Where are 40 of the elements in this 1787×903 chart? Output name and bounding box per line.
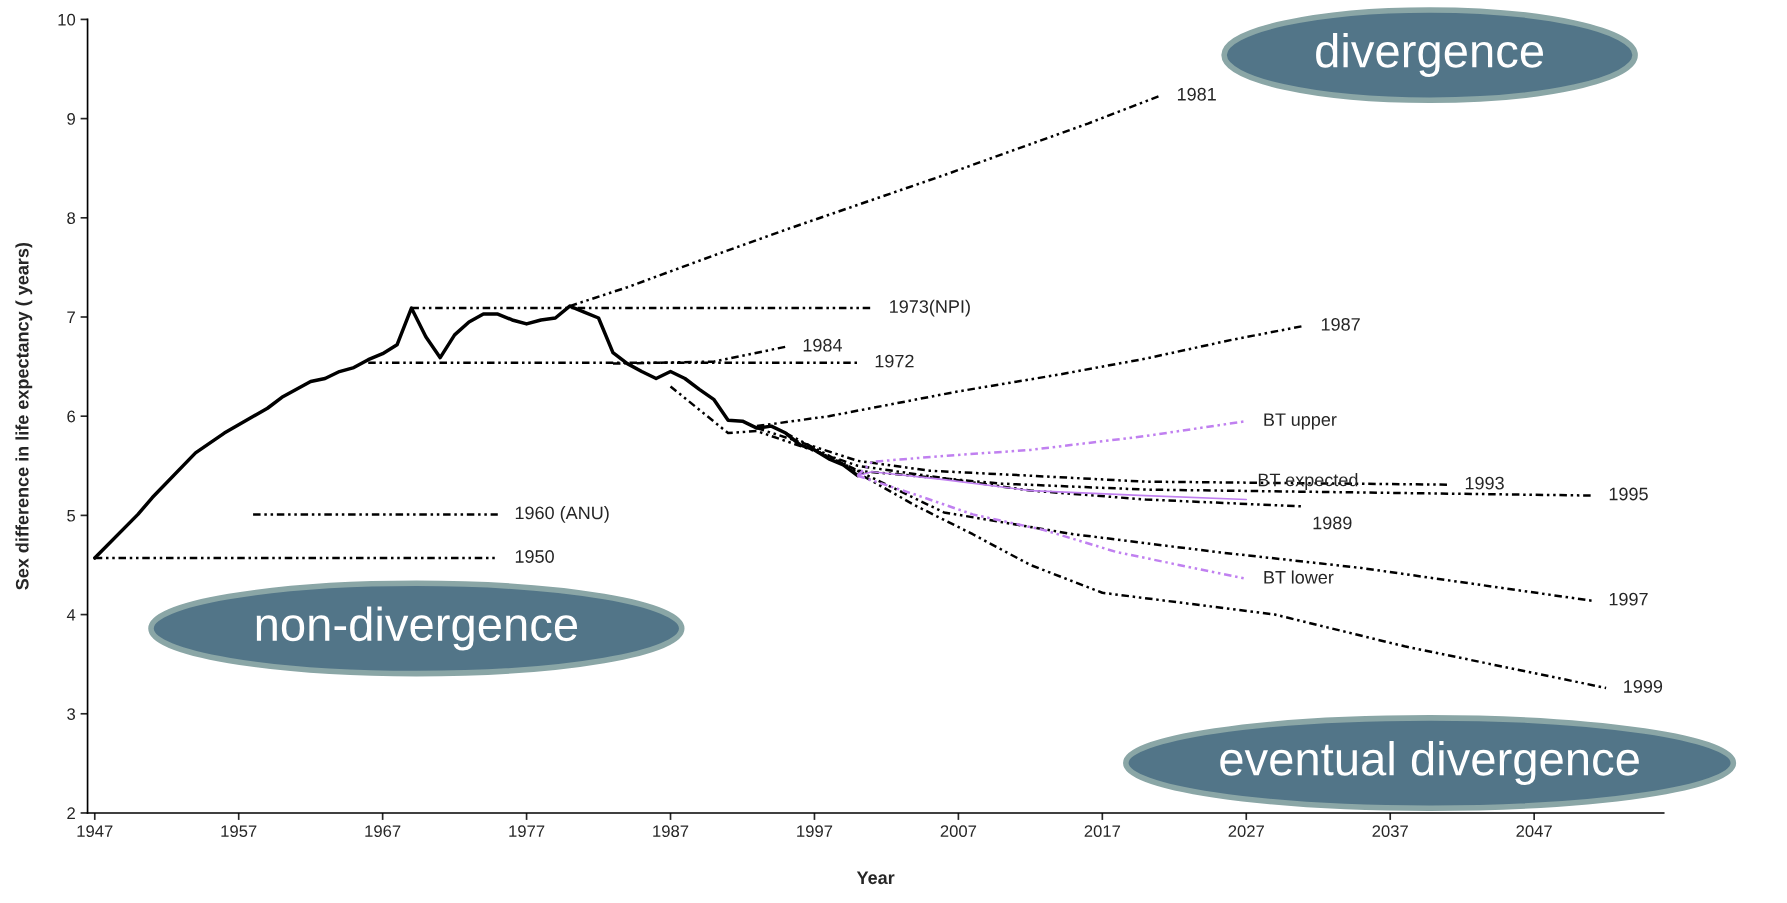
- series-label: 1999: [1624, 680, 1663, 693]
- series-label: 1960 (ANU): [515, 505, 609, 523]
- series-label: 1997: [1609, 592, 1648, 606]
- series-label: 1973(NPI): [890, 299, 970, 317]
- x-tick-label: 1957: [221, 825, 257, 838]
- series-label: BT lower: [1264, 570, 1334, 584]
- annotation: eventual divergence: [1220, 741, 1639, 786]
- x-tick-label: 1967: [365, 825, 401, 838]
- x-tick-label: 1977: [509, 825, 545, 838]
- x-tick-label: 2027: [1228, 825, 1264, 838]
- series-label: 1987: [1321, 317, 1360, 331]
- y-tick-label: 2: [67, 807, 75, 820]
- x-tick-label: 1987: [653, 825, 689, 838]
- x-axis-title: Year: [856, 871, 895, 885]
- x-tick-label: 1997: [797, 825, 833, 838]
- series-label: 1993: [1465, 476, 1504, 490]
- y-tick-label: 3: [67, 708, 76, 720]
- y-tick-label: 4: [66, 609, 76, 621]
- x-tick-label: 1947: [77, 825, 113, 838]
- series-label: 1950: [515, 550, 554, 563]
- y-tick-label: 7: [67, 311, 75, 324]
- annotation: divergence: [1316, 33, 1544, 78]
- series-label: BT expected: [1258, 473, 1358, 490]
- series-label: BT upper: [1264, 413, 1337, 430]
- x-tick-label: 2017: [1084, 825, 1121, 838]
- y-tick-label: 9: [67, 113, 75, 125]
- x-tick-label: 2007: [940, 825, 977, 838]
- x-tick-label: 2047: [1516, 825, 1552, 838]
- series-label: 1972: [875, 354, 914, 368]
- x-tick-label: 2037: [1372, 825, 1408, 838]
- y-tick-label: 6: [67, 410, 76, 423]
- series-label: 1984: [803, 338, 842, 352]
- y-tick-label: 8: [67, 212, 76, 225]
- y-tick-label: 5: [67, 509, 76, 522]
- series-label: 1981: [1177, 87, 1216, 101]
- series-label: 1995: [1609, 487, 1648, 501]
- y-axis-title: Sex difference in life expectancy ( years): [15, 242, 33, 590]
- y-tick-label: 10: [58, 13, 76, 26]
- series-label: 1989: [1313, 516, 1352, 530]
- annotation: non-divergence: [256, 606, 578, 651]
